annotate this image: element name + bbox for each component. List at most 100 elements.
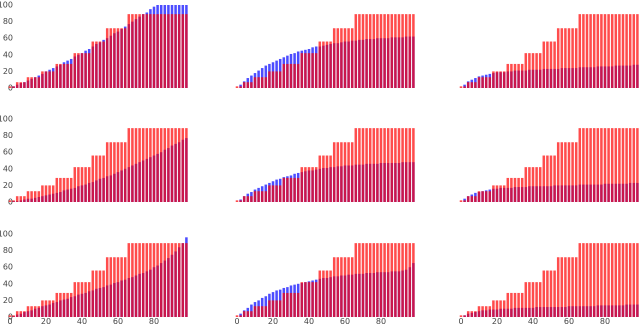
bar <box>134 243 138 317</box>
bar <box>596 243 600 317</box>
bar <box>149 14 152 89</box>
bar <box>520 63 524 88</box>
bar <box>95 155 98 202</box>
bar <box>311 53 314 88</box>
bar <box>66 292 69 317</box>
bar <box>625 14 628 89</box>
x-tick-label: 60 <box>564 317 574 324</box>
bar <box>19 82 23 88</box>
bar <box>564 142 567 202</box>
bar <box>477 191 481 202</box>
bar <box>603 14 607 89</box>
bar <box>105 257 109 317</box>
bar <box>560 142 564 202</box>
bar <box>589 14 592 89</box>
bar <box>379 14 383 89</box>
bar <box>506 177 510 202</box>
bar <box>379 243 383 317</box>
bar <box>138 128 141 202</box>
bar <box>87 167 91 202</box>
bar <box>325 270 329 317</box>
bar <box>271 185 275 202</box>
bar <box>102 155 105 202</box>
bar <box>365 243 368 317</box>
bar <box>466 311 470 317</box>
bar <box>571 142 574 202</box>
bar <box>556 28 560 89</box>
bar <box>524 282 528 317</box>
bar <box>567 28 571 89</box>
bar <box>574 28 578 89</box>
bar <box>156 243 159 317</box>
bar <box>282 292 286 317</box>
bar <box>401 14 404 89</box>
bar <box>607 243 610 317</box>
y-tick-label: 80 <box>3 17 13 26</box>
bar <box>293 63 296 88</box>
bar <box>159 128 163 202</box>
bar <box>474 311 477 317</box>
bar <box>33 191 37 202</box>
bar <box>307 282 311 317</box>
bar <box>257 77 260 88</box>
bar <box>181 14 185 89</box>
bar <box>138 14 141 89</box>
bar <box>123 257 127 317</box>
bar <box>296 292 300 317</box>
bar <box>253 191 257 202</box>
bar <box>492 71 495 88</box>
bar <box>268 300 271 317</box>
bar <box>538 282 542 317</box>
bar <box>19 196 23 202</box>
bar <box>257 191 260 202</box>
bar <box>98 41 102 88</box>
bar <box>264 306 268 317</box>
bar <box>386 14 390 89</box>
bar <box>246 82 250 88</box>
bar <box>574 257 578 317</box>
bar <box>293 292 296 317</box>
bar <box>105 142 109 202</box>
bar <box>109 142 113 202</box>
bar <box>48 185 51 202</box>
bar <box>582 243 585 317</box>
bar <box>286 177 289 202</box>
bar <box>567 142 571 202</box>
x-tick-label: 20 <box>492 317 502 324</box>
bar <box>502 185 506 202</box>
bar <box>264 191 268 202</box>
bar <box>149 243 152 317</box>
bar <box>131 243 134 317</box>
bar <box>113 28 116 89</box>
bar <box>350 257 354 317</box>
bar <box>361 243 365 317</box>
bar <box>131 14 134 89</box>
bar <box>268 71 271 88</box>
bar <box>30 77 33 88</box>
bar <box>77 282 80 317</box>
bar <box>354 243 358 317</box>
bar <box>131 128 134 202</box>
bar <box>44 185 48 202</box>
bar <box>37 77 41 88</box>
bar <box>242 196 246 202</box>
bar <box>66 63 69 88</box>
bar <box>177 14 181 89</box>
bar <box>603 128 607 202</box>
bar <box>636 128 639 202</box>
bar <box>181 128 185 202</box>
bar <box>59 292 62 317</box>
bar <box>253 77 257 88</box>
bar <box>250 75 253 88</box>
bar <box>618 243 621 317</box>
x-tick-label: 0 <box>458 317 463 324</box>
bar <box>307 53 311 88</box>
bar <box>300 53 304 88</box>
bar <box>372 14 376 89</box>
bar <box>578 243 582 317</box>
bar <box>329 155 332 202</box>
bar <box>260 306 264 317</box>
bar <box>466 196 470 202</box>
bar <box>77 167 80 202</box>
bar <box>141 14 145 89</box>
